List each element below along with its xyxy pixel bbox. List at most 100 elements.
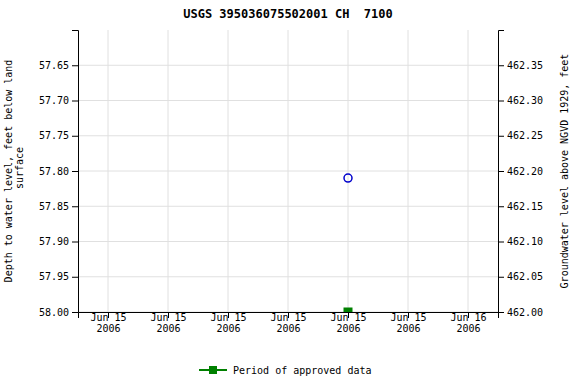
grid: [78, 30, 498, 312]
y2-axis: 462.35 462.30 462.25 462.20 462.15 462.10 462.…: [498, 31, 543, 318]
tick-mark: [498, 277, 504, 278]
tick: 462.15: [498, 201, 543, 212]
tick: 462.25: [498, 130, 543, 141]
legend: Period of approved data: [199, 365, 371, 376]
tick-label: 57.80: [39, 166, 69, 177]
tick-mark: [498, 101, 504, 102]
text-line: Depth to water level, feet below land: [3, 60, 14, 283]
tick-label: Jun 162006: [450, 312, 486, 334]
tick-mark: [498, 65, 504, 66]
axis-line: [499, 31, 505, 313]
tick-mark: [72, 65, 78, 66]
title: USGS 395036075502001 CH 7100: [183, 7, 393, 21]
tick: 57.95: [39, 271, 78, 282]
tick: Jun 162006: [450, 312, 486, 334]
legend-item: Period of approved data: [199, 365, 371, 376]
tick-label: 57.95: [39, 271, 69, 282]
point: [344, 174, 352, 182]
tick: 57.75: [39, 130, 78, 141]
tick: Jun 152006: [90, 312, 126, 334]
tick-label: 57.65: [39, 60, 69, 71]
tick-mark: [72, 171, 78, 172]
tick-label: 57.70: [39, 95, 69, 106]
tick-label: Jun 152006: [90, 312, 126, 334]
text-line: 2006: [96, 323, 120, 334]
text-line: Jun 15: [390, 312, 426, 323]
tick: 57.65: [39, 60, 78, 71]
tick-label: 462.00: [507, 307, 543, 318]
text-line: Jun 15: [330, 312, 366, 323]
axis-line: [72, 31, 79, 313]
tick: 462.30: [498, 95, 543, 106]
chart: Jun 152006Jun 152006Jun 152006Jun 152006…: [0, 0, 576, 384]
text-line: 2006: [396, 323, 420, 334]
tick-label: 462.05: [507, 271, 543, 282]
text-line: 2006: [216, 323, 240, 334]
tick: 462.00: [498, 307, 543, 318]
series: [344, 308, 352, 312]
grid-line-x: [228, 30, 229, 312]
grid-line-x: [408, 30, 409, 312]
tick-mark: [498, 312, 504, 313]
tick-mark: [72, 242, 78, 243]
tick-label: Jun 152006: [150, 312, 186, 334]
tick-label: 462.35: [507, 60, 543, 71]
y-axis: 57.65 57.70 57.75 57.80 57.85 57.90 57.95 58.00: [39, 31, 79, 318]
text-line: 2006: [456, 323, 480, 334]
tick-mark: [72, 206, 78, 207]
series: [344, 174, 352, 182]
point: [344, 308, 352, 312]
tick: 57.80: [39, 166, 78, 177]
tick: 462.10: [498, 236, 543, 247]
tick: 58.00: [39, 307, 78, 318]
text-line: Jun 15: [150, 312, 186, 323]
tick-label: 58.00: [39, 307, 69, 318]
tick: 57.90: [39, 236, 78, 247]
y-axis-title: Depth to water level, feet below land su…: [3, 60, 25, 283]
tick-mark: [498, 242, 504, 243]
tick: 462.05: [498, 271, 543, 282]
grid-line-x: [468, 30, 469, 312]
tick: 462.20: [498, 166, 543, 177]
text-line: Groundwater level above NGVD 1929, feet: [559, 54, 570, 289]
text-line: 2006: [156, 323, 180, 334]
x-axis: Jun 152006Jun 152006Jun 152006Jun 152006…: [79, 312, 499, 334]
text-line: 2006: [276, 323, 300, 334]
grid-line-x: [108, 30, 109, 312]
marks: [344, 174, 352, 312]
legend-label: Period of approved data: [233, 365, 371, 376]
tick-mark: [72, 136, 78, 137]
tick-label: Jun 152006: [390, 312, 426, 334]
text-line: Jun 16: [450, 312, 486, 323]
tick-mark: [498, 136, 504, 137]
text-line: 2006: [336, 323, 360, 334]
tick: 57.85: [39, 201, 78, 212]
tick-mark: [498, 171, 504, 172]
grid-line-x: [168, 30, 169, 312]
tick-label: 57.90: [39, 236, 69, 247]
tick-label: 462.25: [507, 130, 543, 141]
grid-line-x: [348, 30, 349, 312]
tick-label: 57.75: [39, 130, 69, 141]
tick-mark: [498, 206, 504, 207]
tick: Jun 152006: [210, 312, 246, 334]
grid-line-x: [288, 30, 289, 312]
tick-label: 462.15: [507, 201, 543, 212]
tick: Jun 152006: [270, 312, 306, 334]
tick-label: 462.30: [507, 95, 543, 106]
tick-label: Jun 152006: [270, 312, 306, 334]
tick: Jun 152006: [390, 312, 426, 334]
tick: Jun 152006: [330, 312, 366, 334]
y2-axis-title: Groundwater level above NGVD 1929, feet: [559, 54, 570, 289]
tick: 462.35: [498, 60, 543, 71]
tick: Jun 152006: [150, 312, 186, 334]
plot: Jun 152006Jun 152006Jun 152006Jun 152006…: [3, 30, 570, 334]
text-line: Jun 15: [210, 312, 246, 323]
tick-label: 57.85: [39, 201, 69, 212]
tick-label: 462.20: [507, 166, 543, 177]
tick-label: Jun 152006: [330, 312, 366, 334]
tick-mark: [72, 312, 78, 313]
tick-mark: [72, 101, 78, 102]
tick: 57.70: [39, 95, 78, 106]
tick-mark: [72, 277, 78, 278]
